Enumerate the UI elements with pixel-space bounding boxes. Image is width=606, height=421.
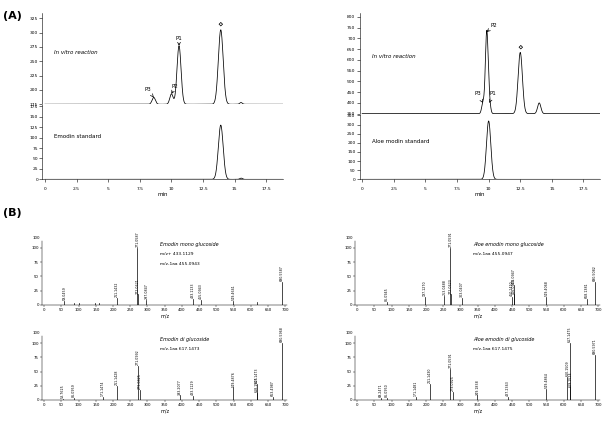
Text: P3: P3: [474, 91, 482, 102]
Text: 456.0970: 456.0970: [512, 278, 516, 293]
Text: 100: 100: [33, 331, 40, 335]
X-axis label: m/z: m/z: [160, 409, 169, 414]
Text: 100: 100: [345, 236, 353, 240]
Text: 690.5587: 690.5587: [280, 265, 284, 281]
Text: In vitro reaction: In vitro reaction: [55, 50, 98, 55]
Text: P3: P3: [144, 87, 153, 97]
Text: 271.0591: 271.0591: [448, 232, 453, 247]
Text: 549.4661: 549.4661: [231, 285, 235, 301]
Text: 271.0591: 271.0591: [448, 352, 453, 368]
Text: 455.0947: 455.0947: [512, 268, 516, 284]
Text: 690.5082: 690.5082: [593, 265, 597, 281]
Text: Aloe modin standard: Aloe modin standard: [371, 139, 429, 144]
Text: 549.4864: 549.4864: [544, 372, 548, 388]
Text: 53.7625: 53.7625: [61, 384, 65, 398]
Text: m/z-1aa 455.0943: m/z-1aa 455.0943: [160, 262, 199, 266]
Text: 272.0621: 272.0621: [136, 278, 140, 293]
Text: 619.1524: 619.1524: [568, 371, 573, 386]
Text: Aloe emodin mono glucoside: Aloe emodin mono glucoside: [473, 242, 544, 247]
Text: Emodin standard: Emodin standard: [55, 134, 102, 139]
Text: 86.0945: 86.0945: [385, 287, 389, 301]
Text: 86.0950: 86.0950: [385, 384, 389, 397]
Text: 455.0943: 455.0943: [199, 283, 203, 299]
Text: 271.0992: 271.0992: [136, 349, 139, 365]
Text: 663.4987: 663.4987: [271, 380, 275, 396]
X-axis label: m/z: m/z: [473, 409, 482, 414]
Text: 211.1428: 211.1428: [115, 369, 119, 385]
Text: 437.2363: 437.2363: [506, 380, 510, 396]
Text: 272.0623: 272.0623: [449, 278, 453, 293]
Text: 100: 100: [345, 331, 353, 335]
Text: 610.1509: 610.1509: [565, 361, 569, 376]
Text: P1: P1: [490, 91, 496, 102]
Text: m/z-1aa 455.0947: m/z-1aa 455.0947: [473, 252, 513, 256]
Text: (A): (A): [3, 11, 22, 21]
X-axis label: min: min: [158, 192, 168, 197]
Text: 617.1473: 617.1473: [255, 368, 259, 383]
Text: $\diamond$: $\diamond$: [217, 20, 224, 29]
Text: P2: P2: [171, 84, 179, 93]
Text: 211.1432: 211.1432: [115, 282, 119, 297]
Text: m/z-1aa 617.1473: m/z-1aa 617.1473: [160, 347, 199, 352]
Text: P2: P2: [487, 23, 498, 32]
Text: 303.0407: 303.0407: [459, 281, 464, 297]
Text: 668.1381: 668.1381: [585, 282, 589, 298]
Text: 86.0959: 86.0959: [72, 384, 76, 397]
Text: 549.4068: 549.4068: [544, 280, 548, 296]
Text: Emodin di glucoside: Emodin di glucoside: [160, 337, 209, 342]
X-axis label: min: min: [474, 192, 485, 197]
Text: 433.1133: 433.1133: [191, 282, 195, 298]
Text: 690.5971: 690.5971: [593, 338, 597, 354]
Text: (B): (B): [3, 208, 22, 218]
Text: 349.1838: 349.1838: [475, 379, 479, 394]
Text: 271.0587: 271.0587: [136, 232, 139, 247]
Text: 211.1430: 211.1430: [428, 368, 432, 383]
Text: $\diamond$: $\diamond$: [517, 43, 524, 52]
Text: 279.0825: 279.0825: [138, 373, 142, 389]
Text: 171.1481: 171.1481: [414, 381, 418, 396]
Text: 100: 100: [33, 236, 40, 240]
Text: 197.1270: 197.1270: [423, 281, 427, 296]
Text: Emodin mono glucoside: Emodin mono glucoside: [160, 242, 218, 247]
Text: 549.4876: 549.4876: [231, 371, 235, 386]
Text: 69.2471: 69.2471: [379, 384, 383, 397]
X-axis label: m/z: m/z: [160, 314, 169, 319]
Text: Aloe emodin di glucoside: Aloe emodin di glucoside: [473, 337, 534, 342]
X-axis label: m/z: m/z: [473, 314, 482, 319]
Text: 393.2077: 393.2077: [178, 378, 182, 394]
Text: 450.1410: 450.1410: [510, 281, 514, 296]
Text: 618.1506: 618.1506: [255, 377, 259, 392]
Text: 433.1129: 433.1129: [191, 379, 195, 395]
Text: 59.0459: 59.0459: [62, 287, 67, 301]
Text: 297.0847: 297.0847: [144, 283, 148, 299]
Text: In vitro reaction: In vitro reaction: [371, 54, 415, 59]
Text: P1: P1: [176, 36, 182, 45]
Text: 253.0488: 253.0488: [442, 279, 446, 295]
Text: m/z+ 433.1129: m/z+ 433.1129: [160, 252, 193, 256]
Text: 617.1475: 617.1475: [568, 327, 571, 342]
Text: 279.0925: 279.0925: [451, 375, 455, 391]
Text: 171.1474: 171.1474: [101, 381, 105, 396]
Text: m/z-1aa 617.1475: m/z-1aa 617.1475: [473, 347, 513, 352]
Text: 690.5968: 690.5968: [280, 327, 284, 342]
